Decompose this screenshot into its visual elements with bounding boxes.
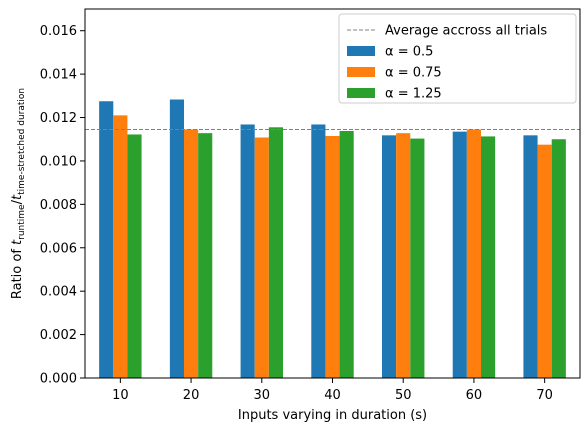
bar xyxy=(268,127,283,378)
y-axis-label-t: t xyxy=(10,239,25,245)
bar xyxy=(551,139,566,378)
legend-swatch xyxy=(347,88,375,98)
legend-swatch xyxy=(347,67,375,77)
bar xyxy=(113,115,128,379)
x-tick-label: 60 xyxy=(466,388,483,403)
x-tick-label: 30 xyxy=(254,388,271,403)
legend-label: Average accross all trials xyxy=(385,24,547,39)
bar xyxy=(523,135,538,378)
y-tick-label: 0.014 xyxy=(40,68,77,83)
bar xyxy=(481,136,496,378)
y-tick-label: 0.016 xyxy=(40,24,77,39)
bar xyxy=(311,124,326,378)
y-axis-label-t2: t xyxy=(10,194,25,200)
x-tick-label: 20 xyxy=(183,388,200,403)
y-axis-label-slash: / xyxy=(10,199,25,204)
legend-label: α = 0.5 xyxy=(385,45,433,60)
bars-group xyxy=(99,99,566,379)
bar xyxy=(452,131,467,378)
y-tick-label: 0.008 xyxy=(40,198,77,213)
legend-label: α = 0.75 xyxy=(385,66,442,81)
y-tick-label: 0.012 xyxy=(40,111,77,126)
y-axis-label-prefix: Ratio of xyxy=(10,245,25,299)
bar xyxy=(127,134,142,378)
y-tick-label: 0.010 xyxy=(40,154,77,169)
bar xyxy=(537,144,552,378)
bar xyxy=(396,133,411,378)
bar xyxy=(325,135,340,378)
y-tick-label: 0.002 xyxy=(40,328,77,343)
bar xyxy=(382,135,397,378)
bar xyxy=(240,124,255,378)
y-axis-ticks: 0.000 0.002 0.004 0.006 0.008 0.010 0.012 0.014… xyxy=(40,24,85,387)
y-tick-label: 0.004 xyxy=(40,285,77,300)
y-axis-label: Ratio of truntime/ttime-stretched durati… xyxy=(10,88,27,299)
legend-swatch xyxy=(347,46,375,56)
y-tick-label: 0.000 xyxy=(40,372,77,387)
bar xyxy=(254,137,269,378)
y-axis-label-sub1: runtime xyxy=(17,204,27,240)
bar xyxy=(466,129,481,378)
bar xyxy=(339,130,354,378)
bar xyxy=(99,101,114,378)
y-axis-label-sub2: time-stretched duration xyxy=(17,88,27,195)
x-tick-label: 70 xyxy=(536,388,553,403)
legend: Average accross all trials α = 0.5 α = 0.7… xyxy=(338,13,577,104)
bar xyxy=(198,133,213,378)
bar xyxy=(410,138,425,378)
bar xyxy=(184,129,199,378)
x-axis-ticks: 10 20 30 40 50 60 70 xyxy=(112,378,553,403)
x-tick-label: 10 xyxy=(112,388,129,403)
x-axis-label: Inputs varying in duration (s) xyxy=(238,408,427,423)
x-tick-label: 50 xyxy=(395,388,412,403)
y-tick-label: 0.006 xyxy=(40,241,77,256)
x-tick-label: 40 xyxy=(324,388,341,403)
bar xyxy=(169,99,184,378)
legend-box xyxy=(338,13,577,104)
legend-label: α = 1.25 xyxy=(385,87,442,102)
